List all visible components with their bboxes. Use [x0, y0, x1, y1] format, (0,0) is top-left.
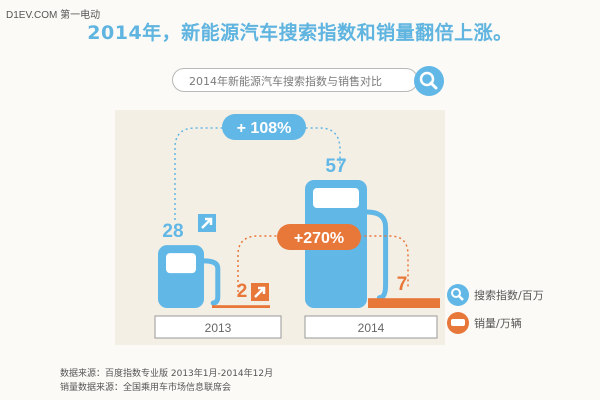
sales-growth-label: +270%	[294, 230, 344, 247]
year-box-2014	[304, 315, 438, 339]
search-up-arrow-glyph	[201, 217, 213, 229]
pump-hose-2013	[201, 258, 221, 306]
page-title: 2014年，新能源汽车搜索指数和销量翻倍上涨。	[87, 22, 513, 44]
source-line-1: 数据来源：百度指数专业版 2013年1月-2014年12月	[60, 369, 274, 379]
search-text: 2014年新能源汽车搜索指数与销售对比	[189, 75, 382, 88]
sales-value-2014: 7	[397, 274, 408, 295]
legend-search-icon	[451, 288, 461, 298]
legend-search-icon-handle	[458, 295, 464, 301]
year-label-2014: 2014	[358, 321, 385, 335]
pump-window-2014	[313, 188, 359, 208]
search-input[interactable]: 2014年新能源汽车搜索指数与销售对比	[172, 68, 418, 92]
search-icon	[419, 71, 438, 90]
source-line-2: 销量数据来源：全国乘用车市场信息联席会	[60, 383, 232, 393]
legend-search-swatch	[447, 284, 469, 306]
pump-window-2013	[166, 253, 196, 274]
legend-search-label: 搜索指数/百万	[474, 288, 544, 302]
year-label-2013: 2013	[205, 321, 232, 335]
year-box-2013	[154, 315, 282, 339]
sales-value-2013: 2	[237, 281, 248, 302]
sales-bar-2013	[212, 305, 270, 308]
search-bar[interactable]: 2014年新能源汽车搜索指数与销售对比	[172, 66, 444, 96]
sales-up-arrow-glyph	[254, 286, 266, 298]
search-button[interactable]	[414, 66, 444, 96]
legend-sales-label: 销量/万辆	[474, 316, 522, 330]
legend-car-icon	[451, 319, 465, 326]
sales-bar-2014	[368, 298, 440, 308]
search-growth-label: + 108%	[237, 120, 292, 137]
watermark-text: D1EV.COM 第一电动	[6, 10, 101, 21]
search-value-2013: 28	[162, 221, 183, 242]
search-growth-pill	[222, 114, 306, 140]
pump-hose-2014	[364, 209, 389, 301]
sales-growth-pill	[277, 224, 361, 250]
search-value-2014: 57	[325, 156, 346, 177]
